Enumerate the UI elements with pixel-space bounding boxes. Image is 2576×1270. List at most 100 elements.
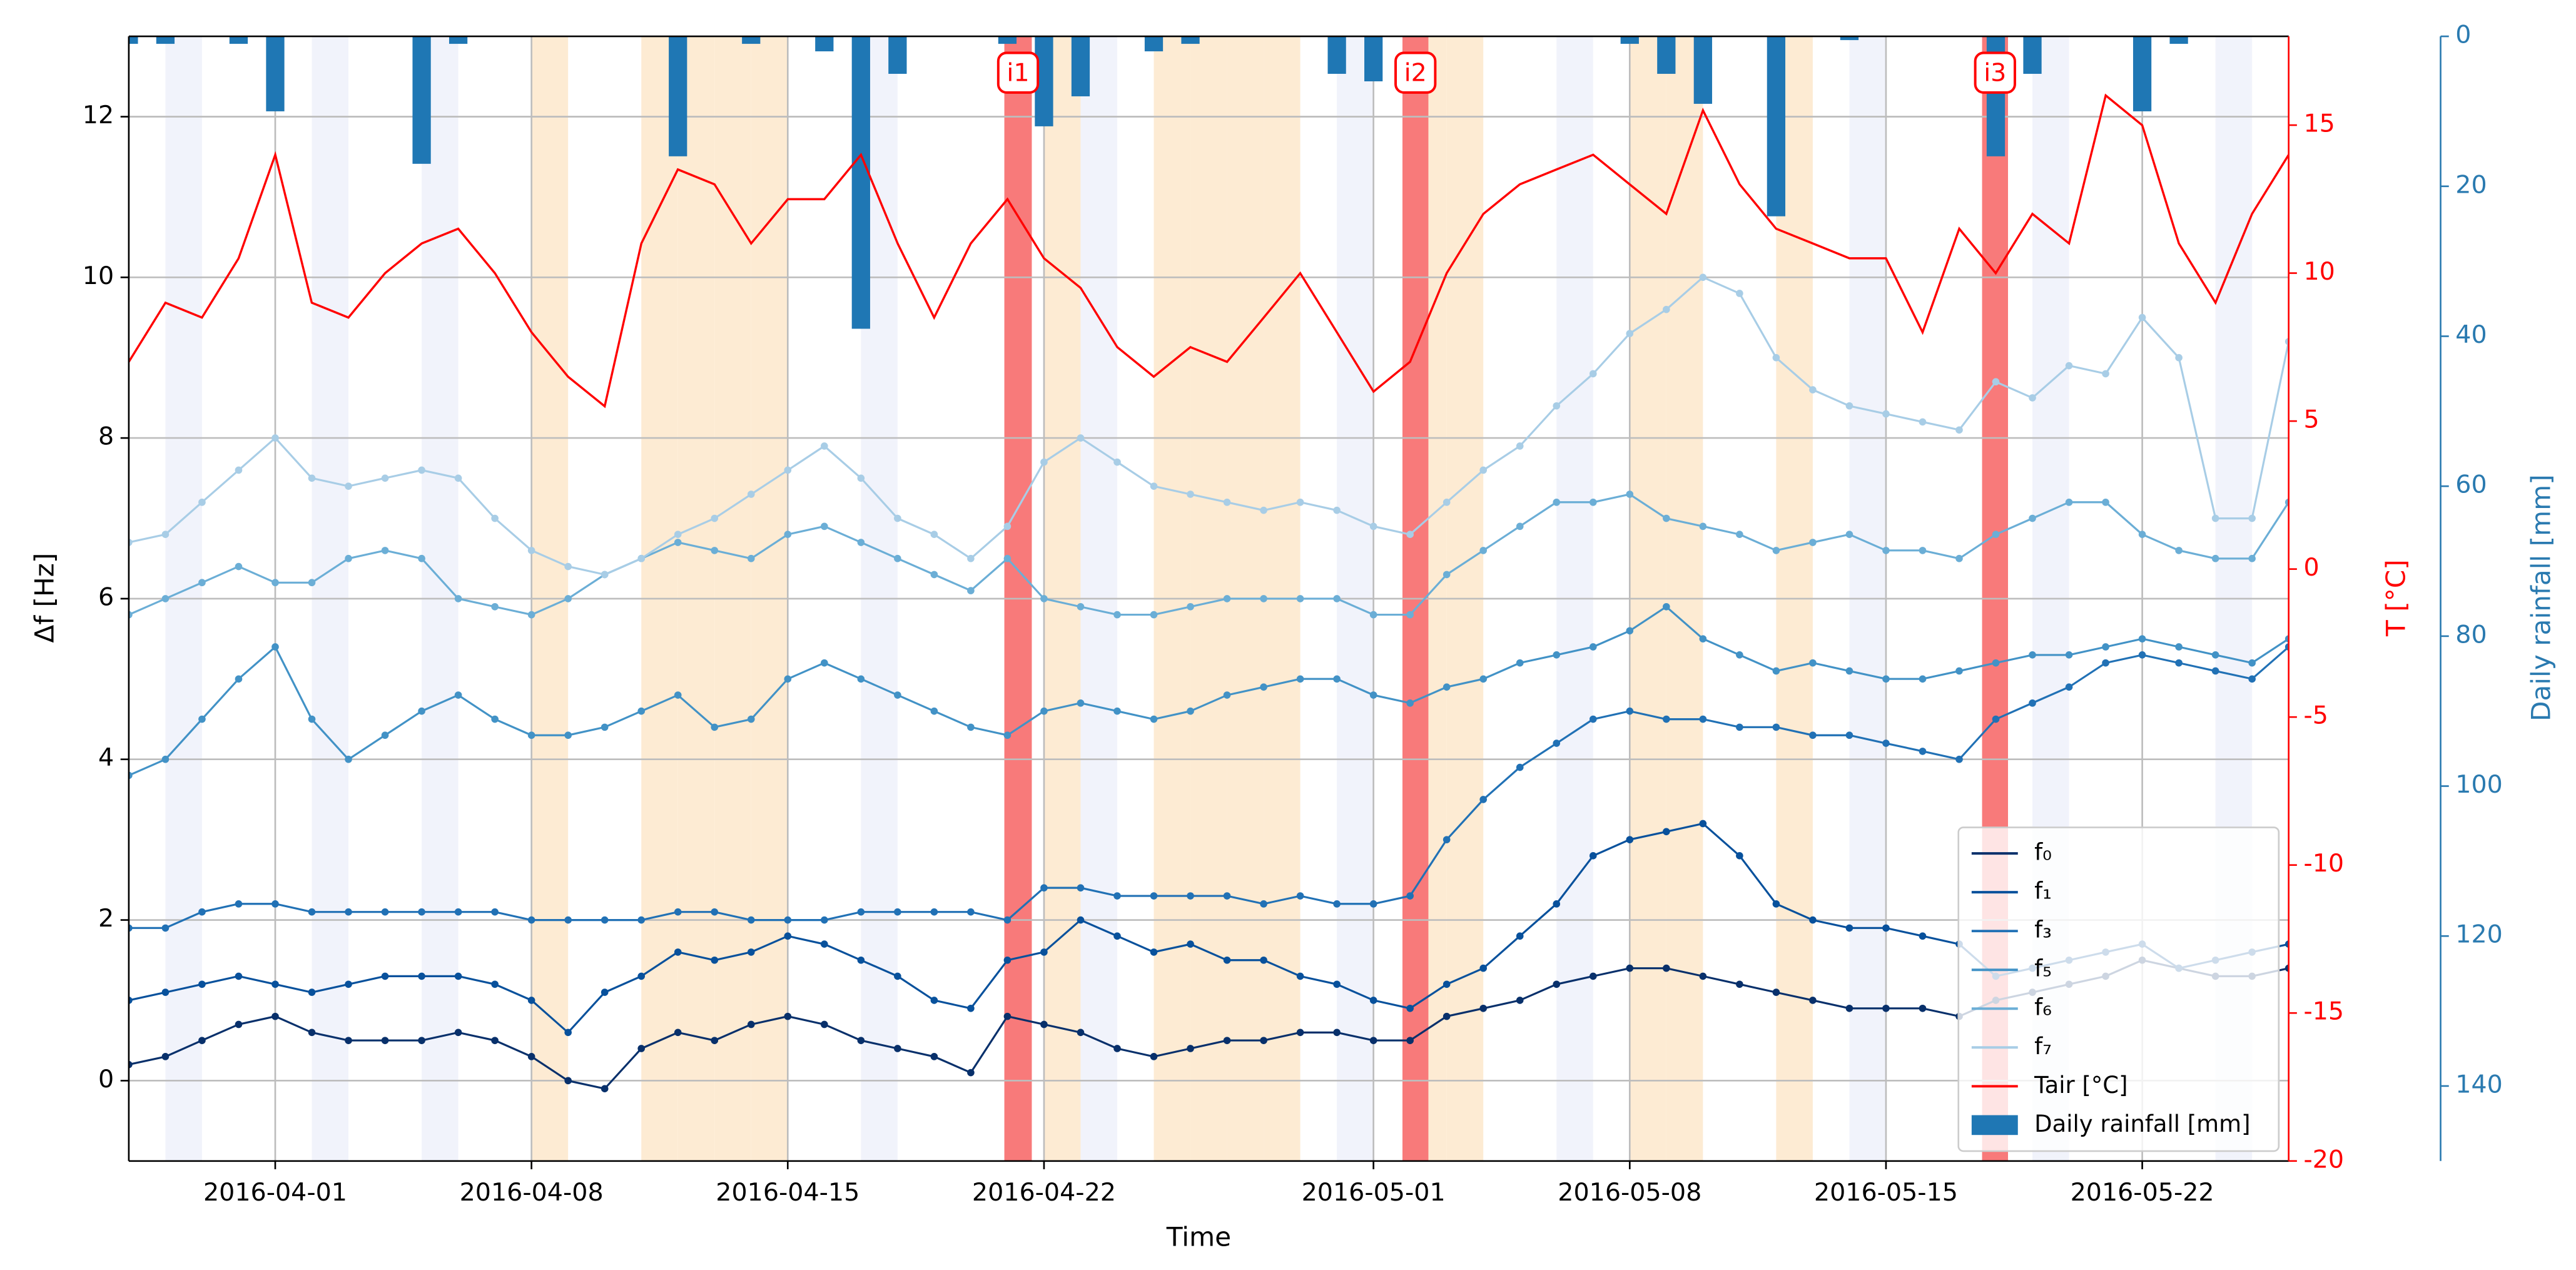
frequency-point [967,1069,975,1077]
y3-tick-label: 40 [2455,320,2487,349]
frequency-point [967,587,975,594]
frequency-point [564,595,572,602]
frequency-point [1223,956,1231,964]
frequency-point [1516,659,1524,667]
frequency-point [1919,675,1927,683]
frequency-point [418,972,425,980]
frequency-point [1882,1004,1890,1012]
y2-tick-label: -10 [2303,849,2344,878]
frequency-point [1296,1029,1304,1037]
legend-label: f₆ [2034,994,2052,1021]
frequency-point [454,1029,462,1037]
frequency-point [1919,547,1927,554]
frequency-point [2138,651,2146,659]
frequency-point [967,1004,975,1012]
frequency-point [1260,956,1267,964]
frequency-point [1077,916,1085,924]
frequency-point [2029,514,2036,522]
frequency-point [381,908,389,916]
event-label-box [1974,51,2016,94]
frequency-point [1150,892,1158,900]
frequency-point [1589,370,1597,378]
frequency-point [2175,643,2183,651]
frequency-point [345,908,352,916]
frequency-point [1113,707,1121,715]
frequency-point [2248,514,2256,522]
frequency-point [564,916,572,924]
y-axis-label: Δf [Hz] [29,553,59,643]
frequency-point [1553,499,1561,506]
frequency-point [2102,499,2109,506]
frequency-point [2029,651,2036,659]
frequency-point [930,571,938,579]
frequency-point [857,539,865,546]
frequency-point [345,482,352,490]
frequency-point [1443,571,1451,579]
rainfall-bar [1181,36,1200,44]
x-tick-label: 2016-05-22 [2071,1178,2214,1207]
frequency-point [784,466,792,474]
frequency-point [857,675,865,683]
frequency-point [637,1045,646,1052]
frequency-point [1260,1037,1267,1044]
frequency-point [1772,353,1780,362]
frequency-point [930,707,938,715]
frequency-point [2248,659,2256,667]
y2-tick-label: -5 [2303,701,2328,730]
y-tick-label: 10 [83,262,114,290]
frequency-point [1882,547,1890,554]
frequency-point [747,1020,755,1029]
frequency-point [381,731,389,739]
frequency-point [491,1037,499,1044]
frequency-point [747,715,755,723]
frequency-point [1809,916,1817,924]
y2-tick-label: 10 [2303,257,2335,286]
frequency-point [1809,731,1817,739]
frequency-point [894,972,901,980]
frequency-point [747,948,755,956]
legend-label: f₃ [2034,917,2052,943]
y3-tick-label: 80 [2455,620,2487,649]
frequency-point [1443,1012,1451,1020]
frequency-point [2065,683,2073,691]
frequency-point [1003,554,1012,562]
frequency-point [1187,602,1194,611]
frequency-point [747,490,755,498]
frequency-point [784,675,792,683]
frequency-point [967,908,975,916]
frequency-point [1150,948,1158,956]
frequency-point [1809,386,1817,394]
frequency-point [1296,892,1304,900]
frequency-point [1479,964,1488,972]
rainfall-bar [815,36,834,52]
rainfall-bar [742,36,761,44]
frequency-point [345,755,352,763]
frequency-point [1003,956,1012,964]
rainfall-bar [449,36,468,44]
frequency-point [1333,506,1341,514]
frequency-line [128,493,2289,616]
frequency-point [1296,499,1304,506]
frequency-point [418,466,425,474]
frequency-point [711,908,719,916]
frequency-point [747,916,755,924]
frequency-point [454,972,462,980]
frequency-point [711,956,719,964]
frequency-point [674,531,682,539]
frequency-point [1809,659,1817,667]
frequency-point [235,972,243,980]
frequency-point [308,715,316,723]
rainfall-bar [128,36,138,44]
frequency-point [1882,410,1890,418]
frequency-point [1626,707,1634,715]
frequency-point [821,659,828,667]
frequency-point [1040,948,1048,956]
frequency-point [2284,964,2289,972]
frequency-point [1699,273,1707,282]
frequency-point [1663,514,1670,522]
frequency-point [601,1085,609,1093]
frequency-point [637,554,646,562]
y3-tick-label: 20 [2455,170,2487,199]
frequency-point [2284,499,2289,506]
rainfall-bar [266,36,285,111]
